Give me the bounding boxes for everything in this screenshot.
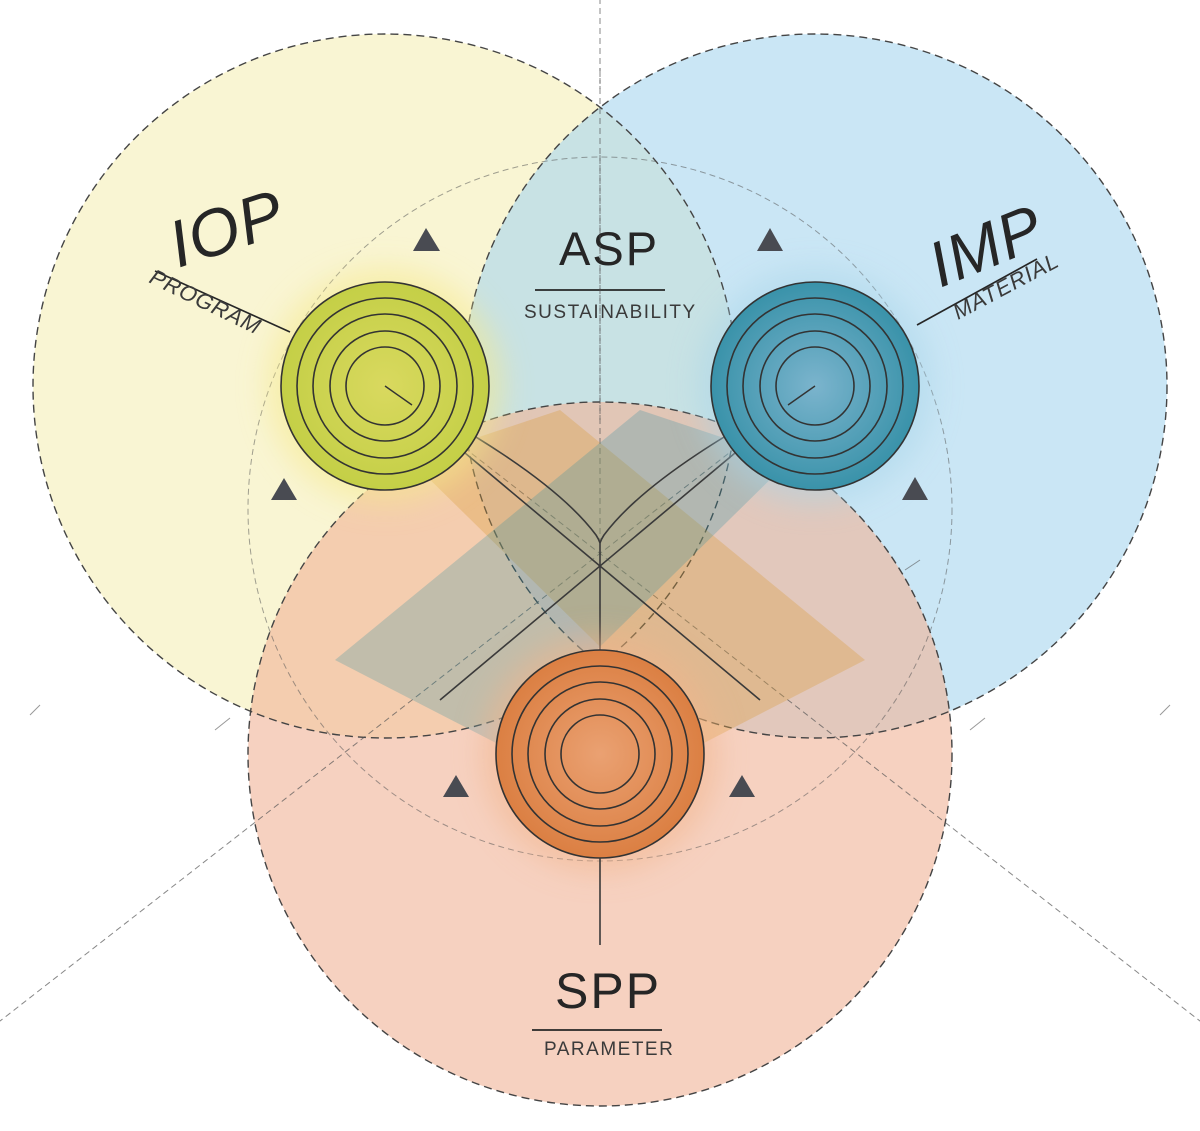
- svg-text:PARAMETER: PARAMETER: [544, 1039, 674, 1060]
- svg-text:SUSTAINABILITY: SUSTAINABILITY: [524, 302, 697, 323]
- svg-text:SPP: SPP: [555, 963, 661, 1019]
- svg-text:ASP: ASP: [559, 222, 659, 275]
